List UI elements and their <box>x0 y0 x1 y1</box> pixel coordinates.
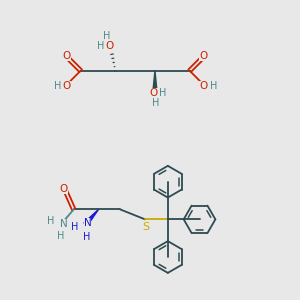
Text: O: O <box>200 51 208 61</box>
Polygon shape <box>84 209 98 226</box>
Text: O: O <box>63 81 71 91</box>
Text: H: H <box>103 31 110 41</box>
Text: H: H <box>210 81 217 91</box>
Text: O: O <box>105 41 113 51</box>
Text: H: H <box>83 232 90 242</box>
Text: H: H <box>152 98 160 108</box>
Text: O: O <box>200 81 208 91</box>
Text: H: H <box>71 222 78 232</box>
Text: O: O <box>150 88 158 98</box>
Text: H: H <box>54 81 61 91</box>
Text: H: H <box>97 41 104 51</box>
Text: N: N <box>60 219 68 229</box>
Text: H: H <box>47 216 55 226</box>
Text: O: O <box>63 51 71 61</box>
Text: H: H <box>57 231 64 241</box>
Text: O: O <box>60 184 68 194</box>
Text: S: S <box>142 222 150 232</box>
Text: N: N <box>84 218 92 228</box>
Polygon shape <box>153 71 157 92</box>
Text: H: H <box>159 88 167 98</box>
